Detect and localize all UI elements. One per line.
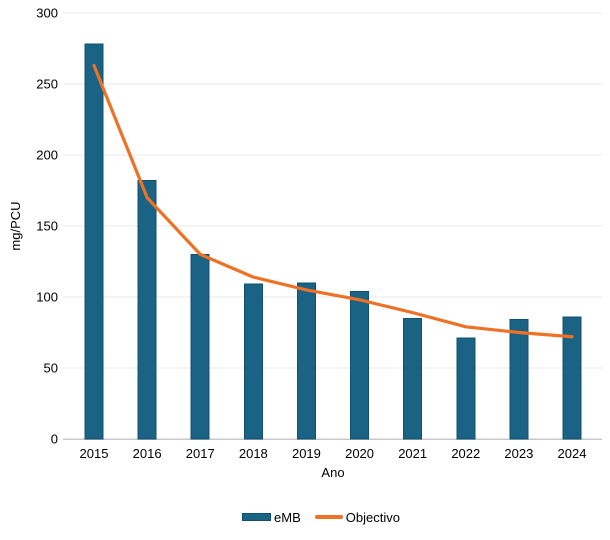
y-tick-label-100: 100 bbox=[36, 290, 58, 305]
bar-2023[interactable] bbox=[509, 319, 529, 440]
x-tick-label-2019: 2019 bbox=[292, 446, 321, 461]
y-tick-label-150: 150 bbox=[36, 219, 58, 234]
y-tick-label-250: 250 bbox=[36, 77, 58, 92]
bar-2016[interactable] bbox=[137, 180, 157, 440]
legend-item-emb[interactable]: eMB bbox=[242, 511, 301, 524]
bar-2020[interactable] bbox=[350, 290, 370, 440]
bar-2017[interactable] bbox=[190, 253, 210, 440]
x-tick-label-2020: 2020 bbox=[345, 446, 374, 461]
legend-label-emb: eMB bbox=[274, 509, 301, 525]
legend-label-objectivo: Objectivo bbox=[345, 509, 400, 525]
x-tick-label-2016: 2016 bbox=[133, 446, 162, 461]
bar-2018[interactable] bbox=[243, 283, 263, 440]
bar-2024[interactable] bbox=[562, 316, 582, 440]
objectivo-line[interactable] bbox=[92, 63, 574, 339]
x-tick-label-2021: 2021 bbox=[398, 446, 427, 461]
bar-2021[interactable] bbox=[403, 317, 423, 440]
bar-2022[interactable] bbox=[456, 337, 476, 440]
legend-item-objectivo[interactable]: Objectivo bbox=[314, 509, 400, 525]
x-tick-label-2024: 2024 bbox=[558, 446, 587, 461]
y-tick-label-300: 300 bbox=[36, 6, 58, 21]
y-tick-label-50: 50 bbox=[44, 361, 58, 376]
x-tick-label-2015: 2015 bbox=[80, 446, 109, 461]
emb-bar-swatch-icon bbox=[242, 513, 272, 521]
x-tick-label-2022: 2022 bbox=[451, 446, 480, 461]
x-tick-label-2017: 2017 bbox=[186, 446, 215, 461]
legend: eMB Objectivo bbox=[16, 508, 610, 526]
objectivo-line-swatch-icon bbox=[314, 515, 343, 519]
bar-2019[interactable] bbox=[296, 282, 316, 440]
y-axis-title: mg/PCU bbox=[8, 201, 23, 250]
x-axis-title: Ano bbox=[321, 465, 344, 480]
y-tick-label-0: 0 bbox=[51, 432, 58, 447]
y-tick-label-200: 200 bbox=[36, 148, 58, 163]
x-tick-label-2018: 2018 bbox=[239, 446, 268, 461]
x-tick-label-2023: 2023 bbox=[504, 446, 533, 461]
bar-2015[interactable] bbox=[84, 43, 104, 440]
